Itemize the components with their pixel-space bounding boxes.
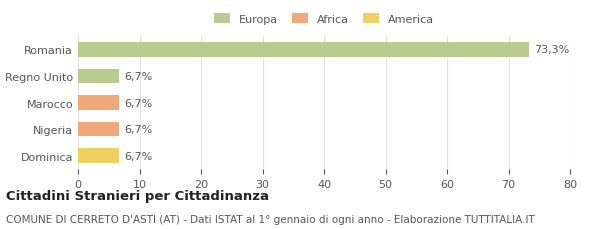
Text: 6,7%: 6,7% — [124, 71, 152, 82]
Text: 73,3%: 73,3% — [534, 45, 569, 55]
Text: 6,7%: 6,7% — [124, 98, 152, 108]
Bar — [78, 69, 119, 84]
Bar — [78, 96, 119, 110]
Text: 6,7%: 6,7% — [124, 151, 152, 161]
Text: Cittadini Stranieri per Cittadinanza: Cittadini Stranieri per Cittadinanza — [6, 189, 269, 202]
Bar — [78, 122, 119, 137]
Bar — [78, 149, 119, 164]
Legend: Europa, Africa, America: Europa, Africa, America — [211, 11, 437, 28]
Text: 6,7%: 6,7% — [124, 125, 152, 135]
Text: COMUNE DI CERRETO D'ASTI (AT) - Dati ISTAT al 1° gennaio di ogni anno - Elaboraz: COMUNE DI CERRETO D'ASTI (AT) - Dati IST… — [6, 214, 535, 224]
Bar — [78, 43, 529, 57]
